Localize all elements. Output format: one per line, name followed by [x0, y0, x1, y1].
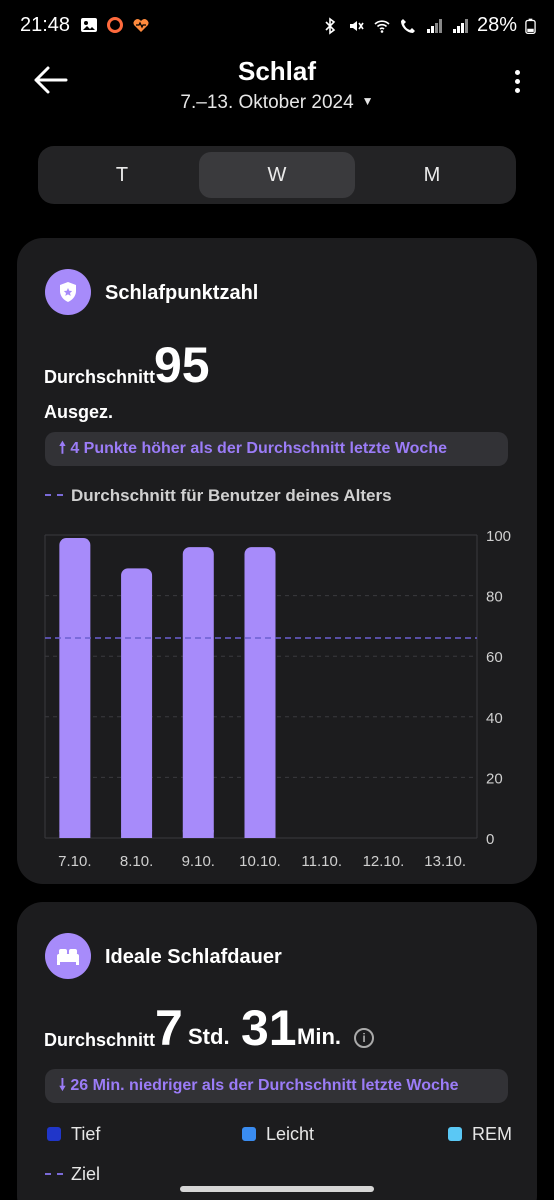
hours-unit: Std.	[188, 1024, 230, 1049]
x-tick-label: 7.10.	[58, 853, 91, 870]
score-rating: Ausgez.	[44, 402, 114, 422]
reference-legend-label: Durchschnitt für Benutzer deines Alters	[71, 486, 392, 505]
sleep-score-card[interactable]: Schlafpunktzahl Durchschnitt 95 Ausgez. …	[17, 238, 537, 884]
back-arrow-icon[interactable]	[30, 62, 70, 98]
legend-goal-label: Ziel	[71, 1164, 101, 1184]
bar-base	[182, 830, 214, 838]
comparison-badge: 🠕 4 Punkte höher als der Durchschnitt le…	[45, 432, 508, 466]
page-title: Schlaf	[237, 56, 317, 86]
y-tick-label: 60	[486, 649, 503, 666]
comparison-text: 26 Min. niedriger als der Durchschnitt l…	[70, 1077, 459, 1094]
legend-rem: REM	[448, 1124, 512, 1145]
period-tabs: T W M	[38, 146, 516, 204]
battery-percent: 28%	[476, 14, 517, 36]
minutes-unit: Min.	[297, 1024, 341, 1049]
bed-icon	[45, 933, 91, 979]
sleep-duration-card[interactable]: Ideale Schlafdauer Durchschnitt 7 Std. 3…	[17, 902, 537, 1200]
bar-base	[244, 830, 276, 838]
bar-base	[59, 830, 91, 838]
bar-10.10.	[244, 547, 276, 838]
bluetooth-icon	[325, 16, 336, 35]
average-hours: 7	[155, 1000, 183, 1056]
dropdown-caret-icon: ▼	[361, 94, 374, 108]
mute-icon	[349, 20, 364, 31]
reference-legend: Durchschnitt für Benutzer deines Alters	[45, 486, 392, 506]
tab-month[interactable]: M	[423, 164, 441, 186]
card-title: Schlafpunktzahl	[105, 282, 259, 304]
info-icon[interactable]: i	[354, 1028, 374, 1048]
goal-dash-icon	[45, 1173, 63, 1175]
legend-deep-label: Tief	[71, 1124, 101, 1144]
tab-week[interactable]: W	[199, 152, 355, 198]
x-tick-label: 8.10.	[120, 853, 153, 870]
arrow-up-icon: 🠕	[59, 440, 66, 457]
dashed-line-icon	[45, 494, 63, 496]
call-icon	[400, 18, 415, 33]
comparison-badge: 🠗 26 Min. niedriger als der Durchschnitt…	[45, 1069, 508, 1103]
deep-color-swatch	[47, 1127, 61, 1141]
x-tick-label: 10.10.	[239, 853, 281, 870]
x-tick-label: 9.10.	[182, 853, 215, 870]
y-tick-label: 100	[486, 528, 511, 545]
bar-base	[121, 830, 153, 838]
signal-icon-2	[452, 18, 468, 33]
average-score: 95	[154, 337, 210, 393]
y-tick-label: 80	[486, 589, 503, 606]
bar-7.10.	[59, 538, 91, 838]
average-minutes: 31	[241, 1000, 297, 1056]
x-tick-label: 11.10.	[301, 853, 342, 870]
light-color-swatch	[242, 1127, 256, 1141]
gallery-icon	[81, 18, 97, 32]
y-tick-label: 0	[486, 831, 494, 848]
x-tick-label: 13.10.	[424, 853, 466, 870]
shield-star-icon	[45, 269, 91, 315]
legend-goal: Ziel	[45, 1164, 100, 1185]
rem-color-swatch	[448, 1127, 462, 1141]
more-options-icon[interactable]	[512, 70, 522, 98]
tab-day[interactable]: T	[115, 164, 129, 186]
bar-8.10.	[121, 568, 153, 838]
average-label: Durchschnitt	[44, 1030, 156, 1050]
legend-light-label: Leicht	[266, 1124, 315, 1144]
x-tick-label: 12.10.	[363, 853, 405, 870]
legend-rem-label: REM	[472, 1124, 512, 1144]
card-title: Ideale Schlafdauer	[105, 946, 282, 968]
y-tick-label: 40	[486, 710, 503, 727]
date-range-label: 7.–13. Oktober 2024	[180, 92, 354, 113]
average-label: Durchschnitt	[44, 367, 156, 387]
health-heart-icon	[133, 19, 149, 32]
ring-icon	[107, 17, 123, 33]
status-time: 21:48	[20, 14, 71, 36]
signal-icon	[426, 18, 442, 33]
status-bar: 21:48 28%	[0, 0, 554, 54]
comparison-text: 4 Punkte höher als der Durchschnitt letz…	[70, 440, 447, 457]
wifi-call-icon	[374, 19, 390, 33]
arrow-down-icon: 🠗	[59, 1077, 66, 1094]
legend-deep: Tief	[47, 1124, 100, 1145]
legend-light: Leicht	[242, 1124, 314, 1145]
y-tick-label: 20	[486, 770, 503, 787]
home-indicator[interactable]	[180, 1186, 374, 1192]
sleep-score-chart: 100 80 60 40 20 0 7.10. 8.10. 9.10. 10.10. 11.10. 1…	[44, 528, 511, 870]
date-range-selector[interactable]: 7.–13. Oktober 2024 ▼	[0, 92, 554, 114]
battery-icon	[525, 18, 536, 34]
bar-9.10.	[182, 547, 214, 838]
